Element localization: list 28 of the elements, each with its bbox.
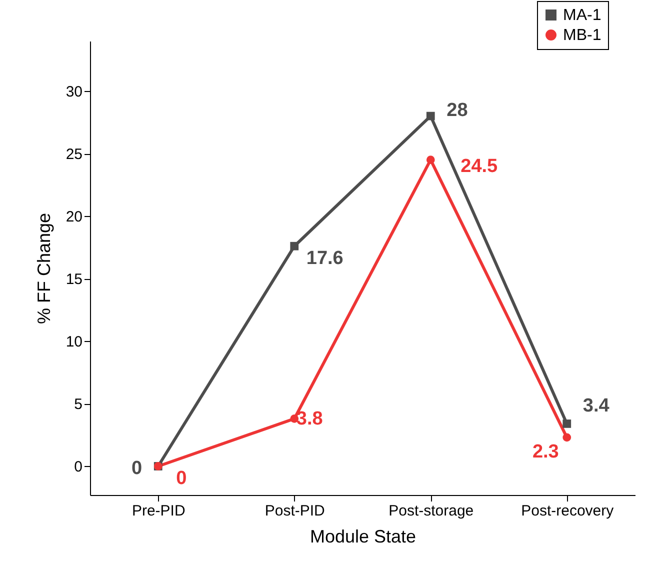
x-tick-label: Post-PID [264,502,326,520]
point [290,242,299,250]
data-label: 2.3 [532,441,559,462]
legend-label: MB-1 [563,27,602,44]
data-label: 17.6 [306,248,344,270]
x-axis-title: Module State [310,526,416,546]
point [562,433,572,442]
x-tick-label: Pre-PID [132,502,186,520]
y-tick-label: 25 [66,146,82,164]
y-tick-label: 30 [66,84,82,101]
data-label: 3.8 [296,408,323,430]
point [426,112,435,120]
x-tick-label: Post-recovery [521,502,614,520]
data-label: 24.5 [460,156,498,177]
y-tick-label: 15 [66,271,82,288]
y-tick-label: 5 [74,396,82,414]
point [426,156,435,164]
data-label: 28 [446,100,468,122]
y-tick-label: 10 [66,334,82,351]
data-label: 3.4 [582,396,610,417]
x-tick-label: Post-storage [388,502,474,520]
legend-label: MA-1 [563,7,602,24]
data-label: 0 [176,468,187,490]
point [562,420,572,428]
y-tick-label: 0 [74,458,82,476]
data-label: 0 [132,458,142,480]
y-tick-label: 20 [66,208,82,226]
y-axis-title: % FF Change [34,212,54,324]
